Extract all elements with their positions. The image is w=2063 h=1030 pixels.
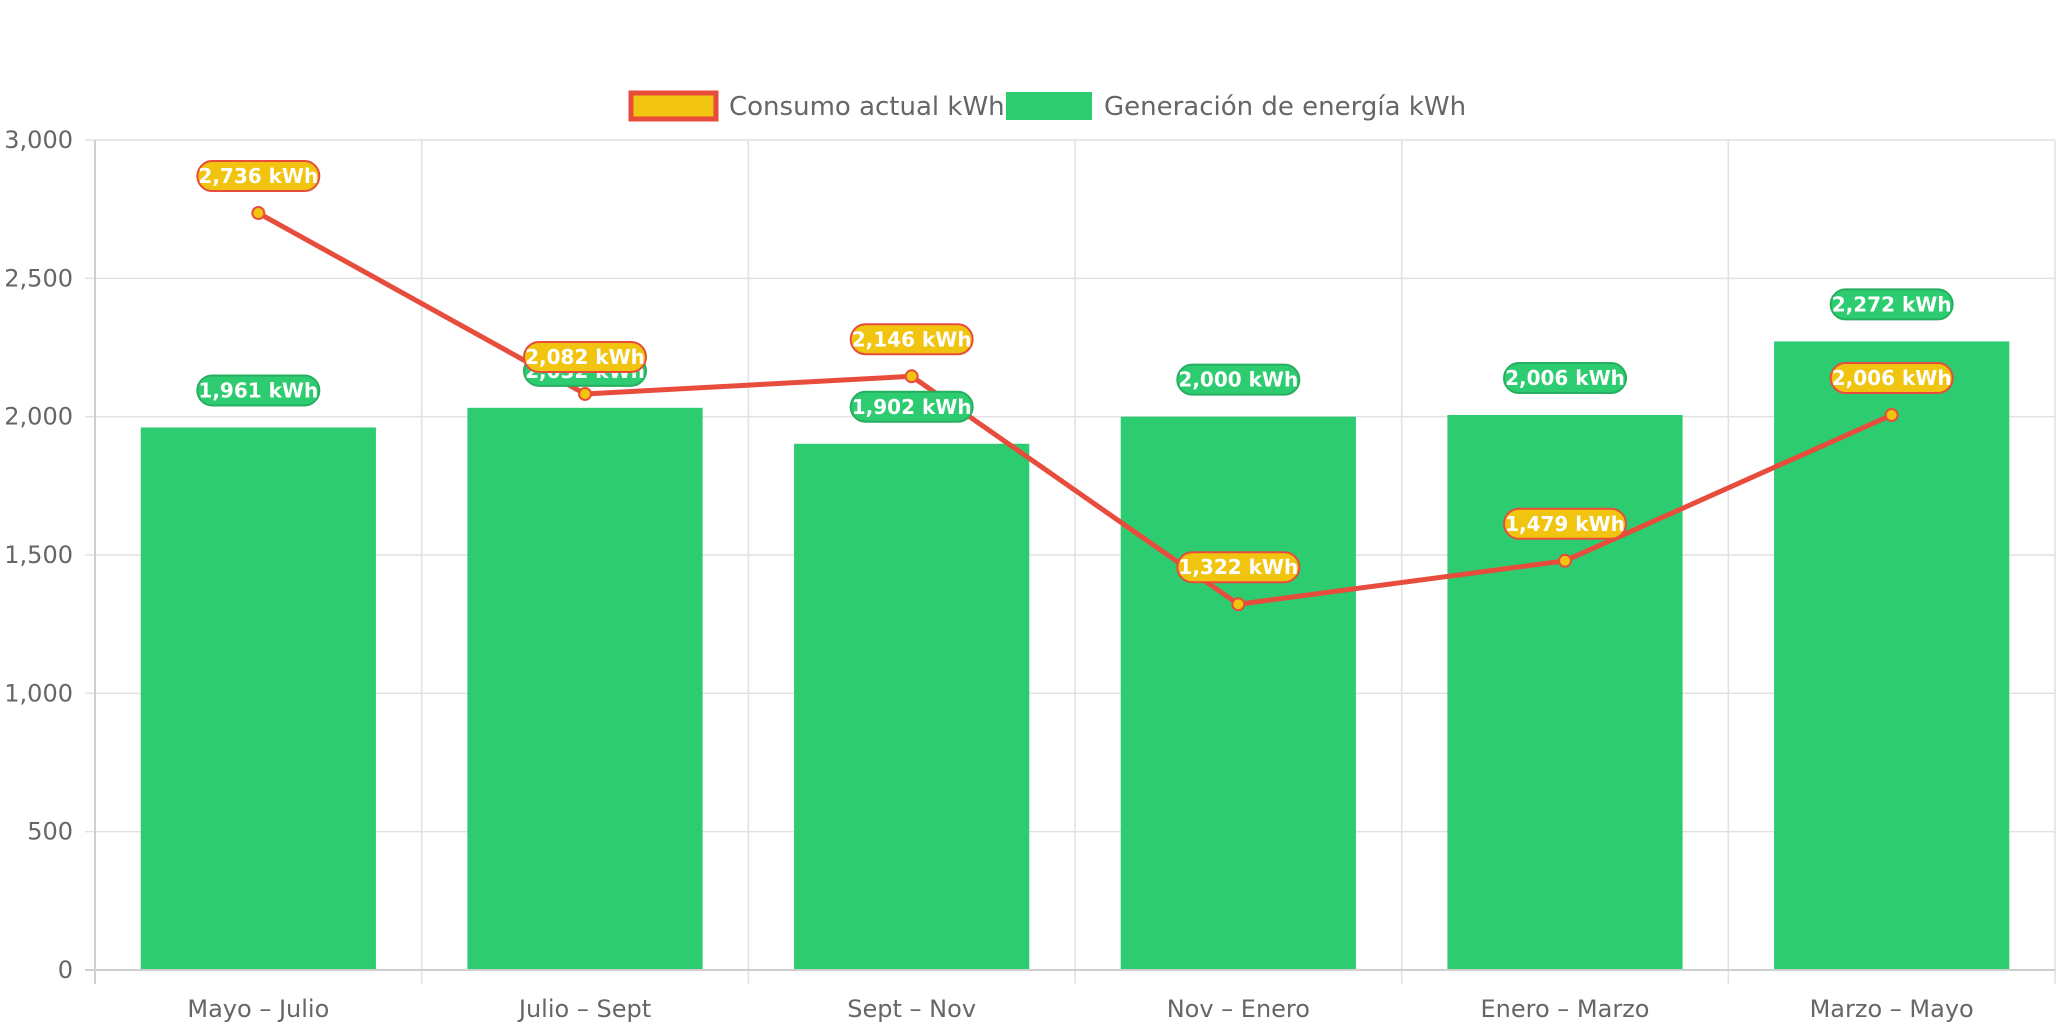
- bar: [794, 443, 1030, 970]
- data-label-text: 1,902 kWh: [852, 395, 972, 419]
- data-label-bg: [196, 374, 321, 407]
- data-label-text: 2,000 kWh: [1178, 368, 1298, 392]
- data-label-text: 2,006 kWh: [1505, 366, 1625, 390]
- data-label: 1,322 kWh: [1176, 551, 1301, 584]
- y-tick-label: 2,500: [4, 264, 73, 292]
- data-label-bg: [1503, 362, 1627, 395]
- data-label-bg: [849, 390, 974, 423]
- y-tick-label: 500: [27, 818, 73, 846]
- line-point: [251, 206, 266, 221]
- data-label: 1,961 kWh: [196, 374, 321, 407]
- legend-item-generacion[interactable]: Generación de energía kWh: [1006, 92, 1466, 122]
- legend-label-consumo: Consumo actual kWh: [729, 92, 1005, 122]
- data-label-text: 2,082 kWh: [525, 345, 645, 369]
- y-tick-label: 1,500: [4, 541, 73, 569]
- y-tick-label: 2,000: [4, 403, 73, 431]
- x-tick-label: Marzo – Mayo: [1810, 995, 1974, 1023]
- data-label: 1,902 kWh: [849, 390, 974, 423]
- legend[interactable]: Consumo actual kWh Generación de energía …: [628, 90, 1466, 122]
- data-label: 2,006 kWh: [1503, 362, 1627, 395]
- data-label: 2,146 kWh: [849, 323, 974, 356]
- line-point: [578, 386, 592, 401]
- data-label-text: 2,272 kWh: [1832, 292, 1952, 316]
- bar: [1447, 415, 1683, 970]
- x-tick-label: Enero – Marzo: [1481, 995, 1650, 1023]
- line-point: [1884, 408, 1899, 423]
- data-label-bg: [523, 340, 647, 373]
- data-label: 2,000 kWh: [1176, 363, 1301, 396]
- bar: [140, 427, 376, 970]
- grid: [85, 139, 2056, 984]
- legend-item-consumo[interactable]: Consumo actual kWh: [628, 90, 1005, 122]
- data-label-text: 1,961 kWh: [198, 378, 318, 402]
- x-tick-label: Mayo – Julio: [187, 995, 329, 1023]
- x-tick-label: Julio – Sept: [517, 995, 651, 1023]
- axes: 0 500 1,000 1,500 2,000 2,500 3,000 Mayo – Juli…: [4, 126, 2055, 1023]
- data-label-bg: [196, 160, 321, 193]
- y-tick-label: 3,000: [4, 126, 73, 154]
- y-tick-label: 0: [58, 956, 73, 984]
- data-label: 1,479 kWh: [1503, 507, 1627, 540]
- data-label: 2,736 kWh: [196, 160, 321, 193]
- legend-label-generacion: Generación de energía kWh: [1104, 92, 1466, 122]
- x-tick-label: Nov – Enero: [1167, 995, 1310, 1023]
- data-label-bg: [849, 323, 974, 356]
- data-label-bg: [1829, 362, 1954, 395]
- x-tick-label: Sept – Nov: [847, 995, 976, 1023]
- line-point: [1558, 553, 1572, 568]
- data-label-bg: [1176, 363, 1301, 396]
- line-data-labels: 2,736 kWh 2,082 kWh 2,146 kWh 1,322 kWh 1,47…: [196, 160, 1954, 584]
- legend-swatch-generacion: [1006, 92, 1092, 120]
- bar: [1774, 341, 2010, 970]
- data-label: 2,272 kWh: [1829, 288, 1954, 321]
- line-point: [1231, 597, 1246, 612]
- line-point: [904, 369, 919, 384]
- data-label-bg: [1176, 551, 1301, 584]
- y-tick-label: 1,000: [4, 679, 73, 707]
- data-label-text: 1,322 kWh: [1178, 555, 1298, 579]
- data-label-bg: [1829, 288, 1954, 321]
- data-label-text: 2,736 kWh: [198, 164, 318, 188]
- legend-swatch-consumo: [628, 90, 719, 122]
- data-label-text: 1,479 kWh: [1505, 512, 1625, 536]
- data-label: 2,082 kWh: [523, 340, 647, 373]
- bar: [467, 407, 703, 970]
- data-label-text: 2,006 kWh: [1832, 366, 1952, 390]
- data-label-text: 2,146 kWh: [852, 327, 972, 351]
- bar: [1120, 416, 1356, 971]
- data-label-bg: [1503, 507, 1627, 540]
- data-label: 2,006 kWh: [1829, 362, 1954, 395]
- bar-series: [140, 341, 2010, 971]
